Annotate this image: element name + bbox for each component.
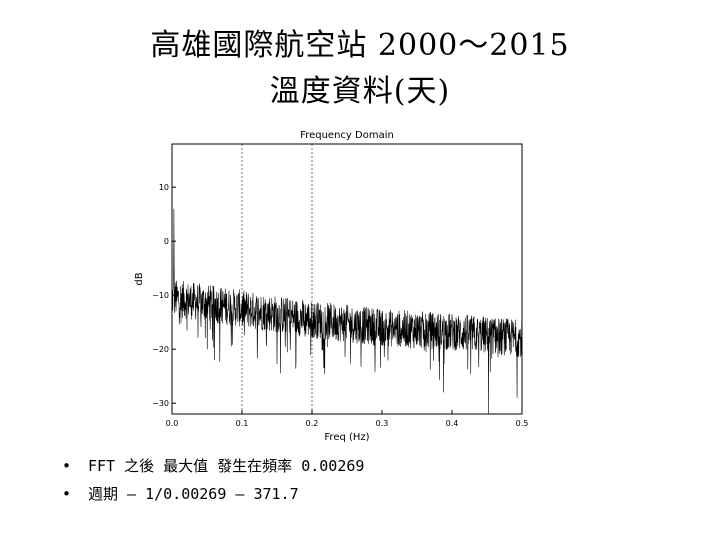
frequency-domain-chart: Frequency Domain 0.0 0.1 0.2 0.3 0.4 0.5 10 0 −1…	[134, 130, 528, 443]
spectrum-line	[171, 208, 523, 415]
bullet-text: 週期 – 1/0.00269 – 371.7	[88, 485, 299, 503]
bullet-item-period: • 週期 – 1/0.00269 – 371.7	[62, 480, 364, 508]
y-axis-label: dB	[134, 272, 145, 285]
x-tick-label: 0.5	[516, 419, 529, 428]
slide-title-line-2: 溫度資料(天)	[269, 74, 451, 109]
bullet-item-fft-peak: • FFT 之後 最大值 發生在頻率 0.00269	[62, 452, 364, 480]
x-axis-label: Freq (Hz)	[324, 432, 369, 443]
bullet-text: FFT 之後 最大值 發生在頻率 0.00269	[88, 457, 365, 475]
x-tick-label: 0.0	[166, 419, 179, 428]
bullet-marker: •	[62, 457, 72, 475]
x-tick-label: 0.2	[306, 419, 319, 428]
y-tick-label: −20	[152, 345, 169, 354]
x-tick-label: 0.3	[376, 419, 389, 428]
bullet-marker: •	[62, 485, 72, 503]
x-tick-label: 0.4	[446, 419, 459, 428]
y-tick-label: 10	[159, 183, 169, 192]
y-tick-label: 0	[164, 237, 169, 246]
series-fft	[171, 208, 523, 415]
chart-title: Frequency Domain	[300, 130, 394, 141]
axis-ticks: 0.0 0.1 0.2 0.3 0.4 0.5 10 0 −10 −20 −30	[152, 183, 528, 428]
bullet-list: • FFT 之後 最大值 發生在頻率 0.00269 • 週期 – 1/0.0026…	[62, 452, 364, 508]
y-tick-label: −30	[152, 399, 169, 408]
y-tick-label: −10	[152, 291, 169, 300]
plot-frame	[171, 143, 523, 415]
slide-title-line-1: 高雄國際航空站 2000～2015	[150, 28, 570, 63]
x-tick-label: 0.1	[236, 419, 249, 428]
grid-lines	[241, 144, 313, 414]
